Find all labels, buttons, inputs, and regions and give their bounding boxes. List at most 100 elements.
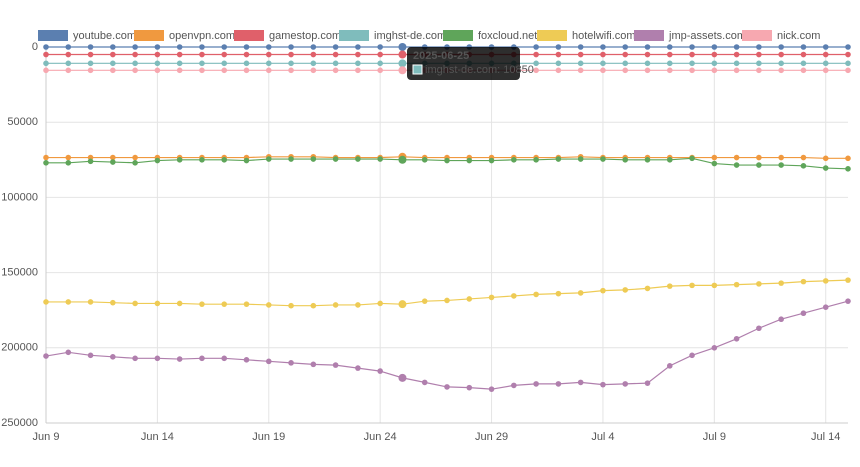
data-point — [711, 51, 718, 58]
data-point — [377, 51, 383, 58]
y-tick-label: 100000 — [1, 191, 38, 203]
x-tick-label: Jul 4 — [591, 431, 614, 443]
data-point — [176, 356, 183, 362]
data-point — [689, 282, 695, 289]
data-point — [444, 384, 450, 390]
data-point — [600, 44, 606, 50]
data-point — [666, 67, 673, 74]
data-point — [288, 302, 294, 309]
data-point — [822, 165, 829, 171]
data-point — [65, 60, 72, 67]
data-point — [87, 60, 94, 67]
data-point — [221, 157, 228, 163]
data-point — [398, 66, 407, 75]
data-point — [199, 67, 205, 74]
data-point — [154, 157, 161, 164]
data-point — [65, 349, 72, 356]
data-point — [778, 154, 784, 161]
data-point — [421, 298, 428, 304]
data-point — [176, 44, 183, 50]
data-point — [845, 277, 851, 283]
data-point — [756, 60, 762, 67]
series-line — [45, 300, 849, 390]
data-point — [600, 381, 606, 388]
data-point — [800, 51, 807, 58]
y-tick-label: 50000 — [7, 116, 38, 128]
data-point — [265, 156, 272, 162]
data-point — [199, 301, 205, 307]
data-point — [398, 373, 407, 382]
data-point — [110, 60, 116, 67]
data-point — [511, 293, 517, 299]
data-point — [377, 67, 383, 74]
data-point — [666, 44, 673, 50]
data-point — [444, 157, 450, 164]
data-point — [778, 162, 784, 168]
data-point — [845, 166, 851, 172]
data-point — [310, 67, 317, 74]
data-point — [154, 67, 161, 74]
data-point — [243, 157, 250, 164]
data-point — [265, 302, 272, 308]
data-point — [733, 335, 740, 342]
x-tick-label: Jun 9 — [33, 431, 60, 443]
data-point — [756, 325, 762, 332]
data-point — [355, 44, 361, 50]
data-point — [555, 51, 562, 58]
data-point — [666, 283, 673, 289]
data-point — [711, 44, 718, 50]
data-point — [310, 302, 317, 309]
x-tick-label: Jun 14 — [141, 431, 174, 443]
data-point — [800, 60, 807, 67]
data-point — [666, 51, 673, 58]
data-point — [110, 159, 116, 165]
data-point — [132, 154, 138, 161]
legend-swatch — [339, 30, 369, 41]
data-point — [310, 156, 317, 162]
data-point — [644, 51, 651, 58]
data-point — [332, 44, 339, 50]
data-point — [733, 60, 740, 67]
data-point — [221, 301, 228, 307]
data-point — [110, 354, 116, 360]
data-point — [176, 51, 183, 58]
tooltip: 2025-06-25 imghst-de.com: 10850 — [407, 47, 534, 80]
data-point — [332, 156, 339, 162]
data-point — [43, 67, 49, 74]
data-point — [43, 160, 49, 166]
data-point — [822, 60, 829, 67]
data-point — [644, 67, 651, 74]
data-point — [466, 157, 473, 164]
data-point — [733, 51, 740, 58]
data-point — [488, 386, 495, 392]
data-point — [355, 156, 361, 162]
legend-label: imghst-de.com — [374, 30, 446, 42]
data-point — [644, 60, 651, 67]
data-point — [822, 155, 829, 162]
data-point — [845, 298, 851, 304]
legend-label: jmp-assets.com — [668, 30, 746, 42]
data-point — [65, 299, 72, 305]
data-point — [43, 154, 49, 161]
legend-swatch — [634, 30, 664, 41]
data-point — [355, 51, 361, 58]
data-point — [577, 379, 584, 386]
data-point — [43, 299, 49, 305]
data-point — [310, 51, 317, 58]
data-point — [689, 51, 695, 58]
data-point — [43, 51, 49, 58]
data-point — [265, 51, 272, 58]
data-point — [421, 379, 428, 386]
data-point — [845, 51, 851, 58]
data-point — [756, 154, 762, 161]
data-point — [711, 60, 718, 67]
x-tick-label: Jul 9 — [703, 431, 726, 443]
data-point — [221, 355, 228, 362]
data-point — [644, 44, 651, 50]
data-point — [689, 352, 695, 359]
data-point — [733, 67, 740, 74]
x-tick-label: Jun 19 — [252, 431, 285, 443]
data-point — [577, 51, 584, 58]
data-point — [666, 157, 673, 163]
